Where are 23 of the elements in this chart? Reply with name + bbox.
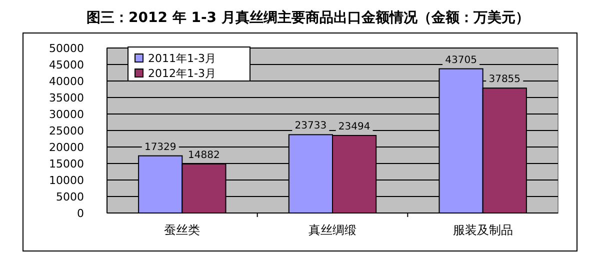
data-label: 23733	[294, 120, 327, 132]
y-tick-label: 0	[77, 207, 84, 220]
legend-label: 2011年1-3月	[148, 52, 216, 65]
data-label: 37855	[488, 74, 521, 86]
data-label: 17329	[144, 142, 176, 153]
y-tick-label: 5000	[56, 190, 84, 204]
x-tick-label: 真丝绸缎	[308, 223, 356, 237]
y-tick-label: 25000	[49, 124, 84, 138]
y-tick-label: 20000	[49, 141, 84, 154]
y-tick-label: 50000	[49, 42, 84, 55]
data-label: 23494	[338, 121, 370, 132]
chart-title: 图三：2012 年 1-3 月真丝绸主要商品出口金额情况（金额：万美元）	[86, 9, 530, 26]
legend-label: 2012年1-3月	[148, 67, 216, 80]
x-tick-label: 服装及制品	[452, 223, 513, 237]
y-tick-label: 35000	[49, 92, 84, 104]
data-label: 43705	[445, 54, 477, 66]
y-tick-label: 15000	[49, 158, 84, 170]
y-tick-label: 10000	[49, 174, 84, 187]
data-label: 14882	[188, 150, 220, 161]
y-tick-label: 30000	[49, 108, 84, 121]
y-tick-label: 45000	[49, 58, 84, 72]
x-tick-label: 蚕丝类	[164, 223, 200, 237]
y-tick-label: 40000	[49, 75, 84, 88]
